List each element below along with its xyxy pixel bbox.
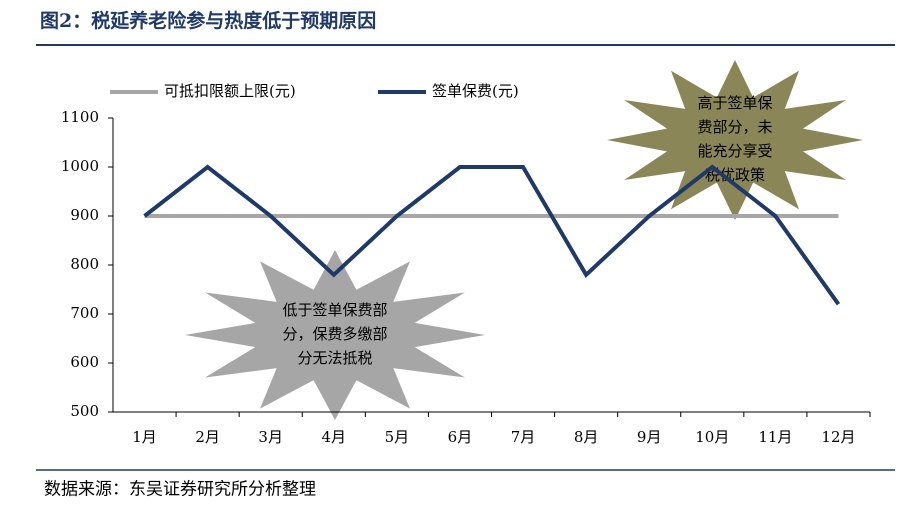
plot: 500 600 700 800 900 1000 1100 1月 2月 3月 4月 5月 6月 7月 8月 9…: [61, 108, 871, 446]
annotation-text: 分，保费多缴部: [282, 325, 387, 343]
x-tick-label: 6月: [448, 428, 473, 446]
x-tick-label: 5月: [385, 428, 410, 446]
starburst: [185, 250, 485, 420]
legend-label: 可抵扣限额上限(元): [164, 82, 296, 100]
annotation-text: 分无法抵税: [297, 349, 372, 367]
x-tick-label: 7月: [511, 428, 536, 446]
source-note: 数据来源：东吴证券研究所分析整理: [44, 480, 316, 500]
x-tick-label: 12月: [821, 428, 855, 446]
series-line: [143, 164, 841, 306]
x-tick-label: 10月: [695, 428, 729, 446]
annotation-text: 能充分享受: [697, 142, 772, 160]
y-tick-label: 600: [70, 353, 99, 371]
annotation-text: 费部分，未: [697, 118, 772, 136]
annotation-text: 低于签单保费部: [282, 301, 387, 319]
chart-title: 图2：税延养老险参与热度低于预期原因: [40, 9, 376, 32]
y-tick-label: 700: [70, 304, 99, 322]
y-tick-label: 900: [70, 206, 99, 224]
y-tick-label: 500: [70, 402, 99, 420]
x-tick-label: 4月: [322, 428, 347, 446]
legend-label: 签单保费(元): [432, 82, 519, 100]
y-tick-label: 800: [70, 255, 99, 273]
x-tick-label: 8月: [574, 428, 599, 446]
annotation-text: 高于签单保: [697, 94, 772, 112]
y-tick-label: 1100: [61, 108, 99, 126]
y-tick-label: 1000: [61, 157, 99, 175]
x-tick-label: 1月: [132, 428, 157, 446]
x-tick-label: 11月: [758, 428, 792, 446]
x-tick-label: 2月: [195, 428, 220, 446]
x-tick-label: 3月: [258, 428, 283, 446]
x-tick-label: 9月: [637, 428, 662, 446]
starburst: [607, 60, 863, 220]
